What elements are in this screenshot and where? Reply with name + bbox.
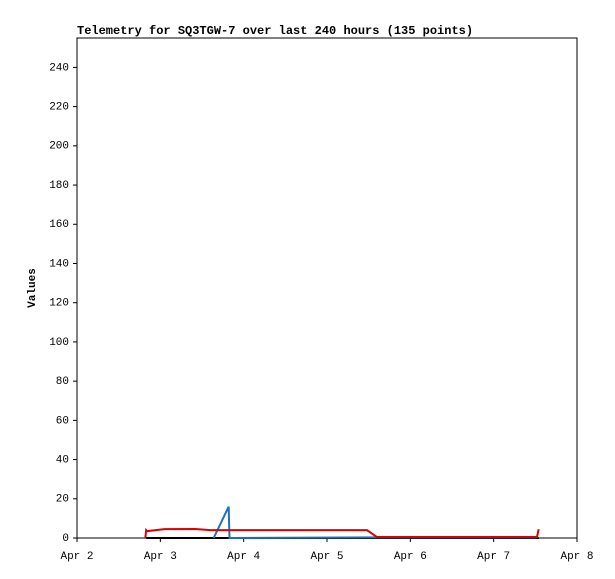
y-tick-label: 160 xyxy=(49,219,69,231)
y-tick-label: 100 xyxy=(49,337,69,349)
x-tick-label: Apr 7 xyxy=(477,551,510,563)
x-tick-label: Apr 2 xyxy=(60,551,93,563)
y-tick-label: 120 xyxy=(49,298,69,310)
x-tick-label: Apr 5 xyxy=(310,551,343,563)
y-tick-label: 20 xyxy=(56,494,69,506)
y-tick-label: 60 xyxy=(56,415,69,427)
y-tick-label: 40 xyxy=(56,454,69,466)
x-tick-label: Apr 4 xyxy=(227,551,260,563)
y-tick-label: 220 xyxy=(49,102,69,114)
y-axis-label: Values xyxy=(27,268,39,308)
x-tick-label: Apr 3 xyxy=(144,551,177,563)
x-tick-label: Apr 8 xyxy=(560,551,593,563)
y-tick-label: 0 xyxy=(62,533,69,545)
series-line xyxy=(144,527,540,539)
y-tick-label: 80 xyxy=(56,376,69,388)
x-tick-label: Apr 6 xyxy=(394,551,427,563)
chart-title: Telemetry for SQ3TGW-7 over last 240 hou… xyxy=(77,24,473,38)
y-tick-label: 140 xyxy=(49,258,69,270)
y-tick-label: 180 xyxy=(49,180,69,192)
y-tick-label: 200 xyxy=(49,141,69,153)
y-tick-label: 240 xyxy=(49,62,69,74)
